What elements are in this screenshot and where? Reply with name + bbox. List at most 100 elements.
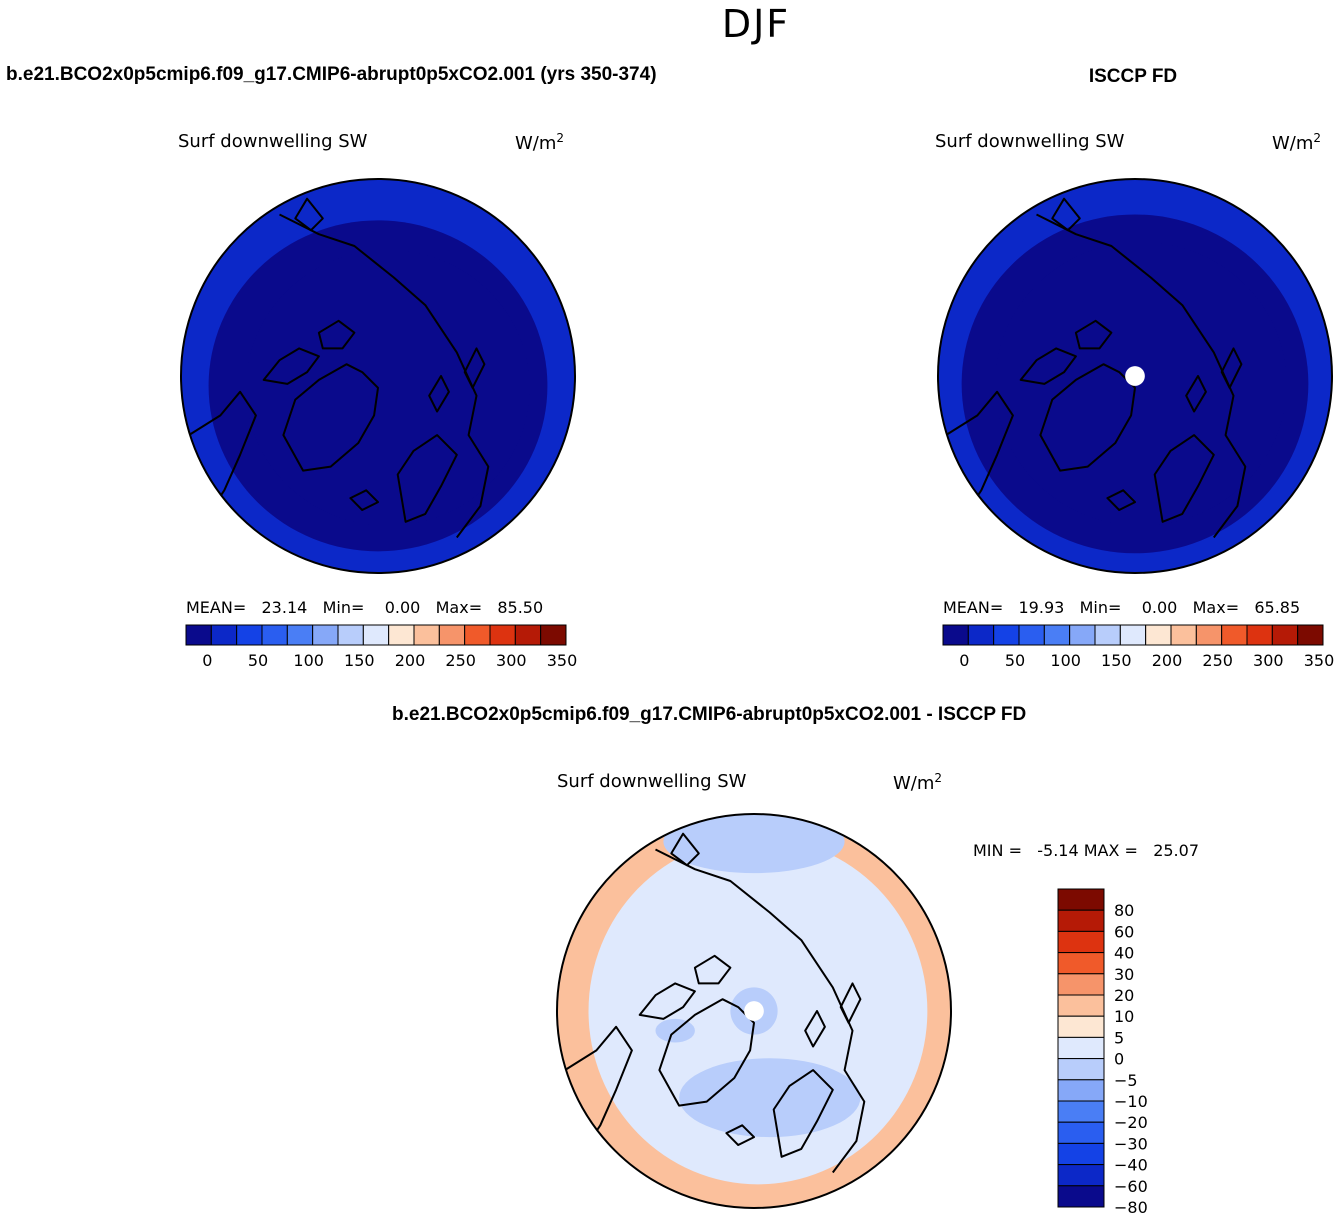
diff-coastline-0: [658, 998, 755, 1107]
obs-coastline-3: [945, 390, 1014, 515]
obs-map: [937, 178, 1333, 574]
diff-field: [557, 814, 951, 1208]
obs-colorbar-box-6: [1094, 624, 1121, 646]
diff-colorbar-tick-label: 10: [1114, 1007, 1134, 1026]
model-colorbar-tick-label: 350: [547, 651, 578, 670]
diff-coastline-4: [655, 848, 866, 1174]
obs-colorbar-box-11: [1221, 624, 1248, 646]
obs-coastline-1: [1019, 347, 1077, 385]
obs-coastline-7: [1220, 347, 1243, 389]
panel-title-diff: b.e21.BCO2x0p5cmip6.f09_g17.CMIP6-abrupt…: [392, 704, 1027, 725]
obs-field: [938, 179, 1332, 573]
model-colorbar-tick-label: 200: [395, 651, 426, 670]
obs-colorbar-tick-label: 50: [1005, 651, 1025, 670]
model-coastline-5: [396, 434, 458, 523]
obs-colorbar-box-12: [1246, 624, 1273, 646]
obs-missing-pole: [1125, 366, 1145, 386]
diff-coastline-3: [564, 1025, 633, 1150]
model-colorbar-box-6: [337, 624, 364, 646]
diff-colorbar-box-14: [1057, 1185, 1105, 1208]
model-colorbar-tick-label: 300: [496, 651, 527, 670]
variable-label-obs: Surf downwelling SW: [935, 131, 1125, 152]
diff-colorbar-tick-label: −5: [1114, 1071, 1138, 1090]
obs-colorbar-tick-label: 150: [1101, 651, 1132, 670]
variable-label-model: Surf downwelling SW: [178, 131, 368, 152]
obs-colorbar-box-7: [1119, 624, 1147, 646]
diff-field-region-2: [663, 814, 845, 874]
model-coastline-9: [294, 197, 324, 232]
model-colorbar-box-5: [312, 624, 339, 646]
model-coastline-3: [188, 390, 257, 515]
diff-missing-pole: [744, 1001, 764, 1021]
variable-label-diff: Surf downwelling SW: [557, 771, 747, 792]
obs-colorbar-tick-label: 250: [1202, 651, 1233, 670]
model-coastline-4: [279, 213, 490, 539]
obs-colorbar-box-5: [1069, 624, 1096, 646]
obs-coastline-9: [1051, 197, 1081, 232]
diff-colorbar-tick-label: 40: [1114, 944, 1134, 963]
diff-colorbar-tick-label: −20: [1114, 1113, 1148, 1132]
obs-colorbar-box-3: [1018, 624, 1045, 646]
diff-colorbar-box-4: [1057, 973, 1105, 996]
diff-colorbar-tick-label: −40: [1114, 1156, 1148, 1175]
model-coastline-6: [428, 375, 450, 413]
diff-map: [556, 813, 952, 1209]
model-field: [181, 179, 575, 573]
diff-coastline-2: [693, 954, 732, 985]
diff-colorbar-tick-label: 20: [1114, 986, 1134, 1005]
diff-map-border: [556, 813, 952, 1209]
diff-colorbar-tick-label: 30: [1114, 965, 1134, 984]
obs-coastline-8: [1106, 489, 1136, 511]
obs-coastline-4: [1036, 213, 1247, 539]
diff-colorbar-box-12: [1057, 1142, 1105, 1166]
diff-colorbar-tick-label: 0: [1114, 1050, 1124, 1069]
obs-colorbar-box-1: [967, 624, 995, 646]
diff-colorbar-tick-label: −10: [1114, 1092, 1148, 1111]
model-colorbar-tick-label: 250: [445, 651, 476, 670]
obs-colorbar-box-10: [1195, 624, 1223, 646]
model-colorbar-box-9: [413, 624, 440, 646]
diff-colorbar-box-3: [1057, 952, 1105, 975]
model-colorbar-tick-label: 150: [344, 651, 375, 670]
model-map: [180, 178, 576, 574]
stats-model: MEAN= 23.14 Min= 0.00 Max= 85.50: [186, 598, 544, 617]
diff-colorbar-box-11: [1057, 1121, 1105, 1144]
diff-coastline-5: [772, 1069, 834, 1158]
diff-coastline-8: [725, 1124, 755, 1146]
diff-colorbar-box-2: [1057, 930, 1105, 954]
panel-title-obs: ISCCP FD: [1088, 66, 1178, 87]
obs-coastline-6: [1185, 375, 1207, 413]
obs-colorbar-tick-label: 0: [959, 651, 969, 670]
diff-colorbar-tick-label: 60: [1114, 922, 1134, 941]
units-label-obs: W/m2: [1272, 131, 1322, 154]
obs-colorbar-tick-label: 350: [1304, 651, 1335, 670]
model-colorbar-box-11: [464, 624, 491, 646]
obs-map-border: [937, 178, 1333, 574]
model-coastline-0: [282, 363, 379, 472]
model-coastline-8: [349, 489, 379, 511]
stats-obs: MEAN= 19.93 Min= 0.00 Max= 65.85: [943, 598, 1301, 617]
model-map-border: [180, 178, 576, 574]
obs-colorbar-box-9: [1170, 624, 1197, 646]
diff-colorbar-box-13: [1057, 1164, 1105, 1187]
obs-colorbar-box-14: [1297, 624, 1324, 646]
obs-colorbar-tick-label: 300: [1253, 651, 1284, 670]
model-colorbar-box-7: [362, 624, 390, 646]
model-colorbar-box-13: [514, 624, 542, 646]
diff-colorbar-tick-label: −60: [1114, 1177, 1148, 1196]
obs-coastline-2: [1074, 319, 1113, 350]
model-colorbar-box-2: [236, 624, 263, 646]
minmax-diff: MIN = -5.14 MAX = 25.07: [973, 841, 1199, 860]
diff-colorbar-box-7: [1057, 1036, 1105, 1060]
obs-colorbar-box-2: [993, 624, 1020, 646]
panel-title-model: b.e21.BCO2x0p5cmip6.f09_g17.CMIP6-abrupt…: [6, 64, 657, 85]
diff-coastline-9: [670, 832, 700, 867]
diff-colorbar-tick-label: 5: [1114, 1028, 1124, 1047]
model-colorbar-box-12: [489, 624, 516, 646]
model-colorbar-box-3: [261, 624, 288, 646]
model-colorbar-box-1: [210, 624, 238, 646]
obs-colorbar-tick-label: 200: [1152, 651, 1183, 670]
model-colorbar-box-14: [540, 624, 567, 646]
model-coastline-2: [317, 319, 356, 350]
